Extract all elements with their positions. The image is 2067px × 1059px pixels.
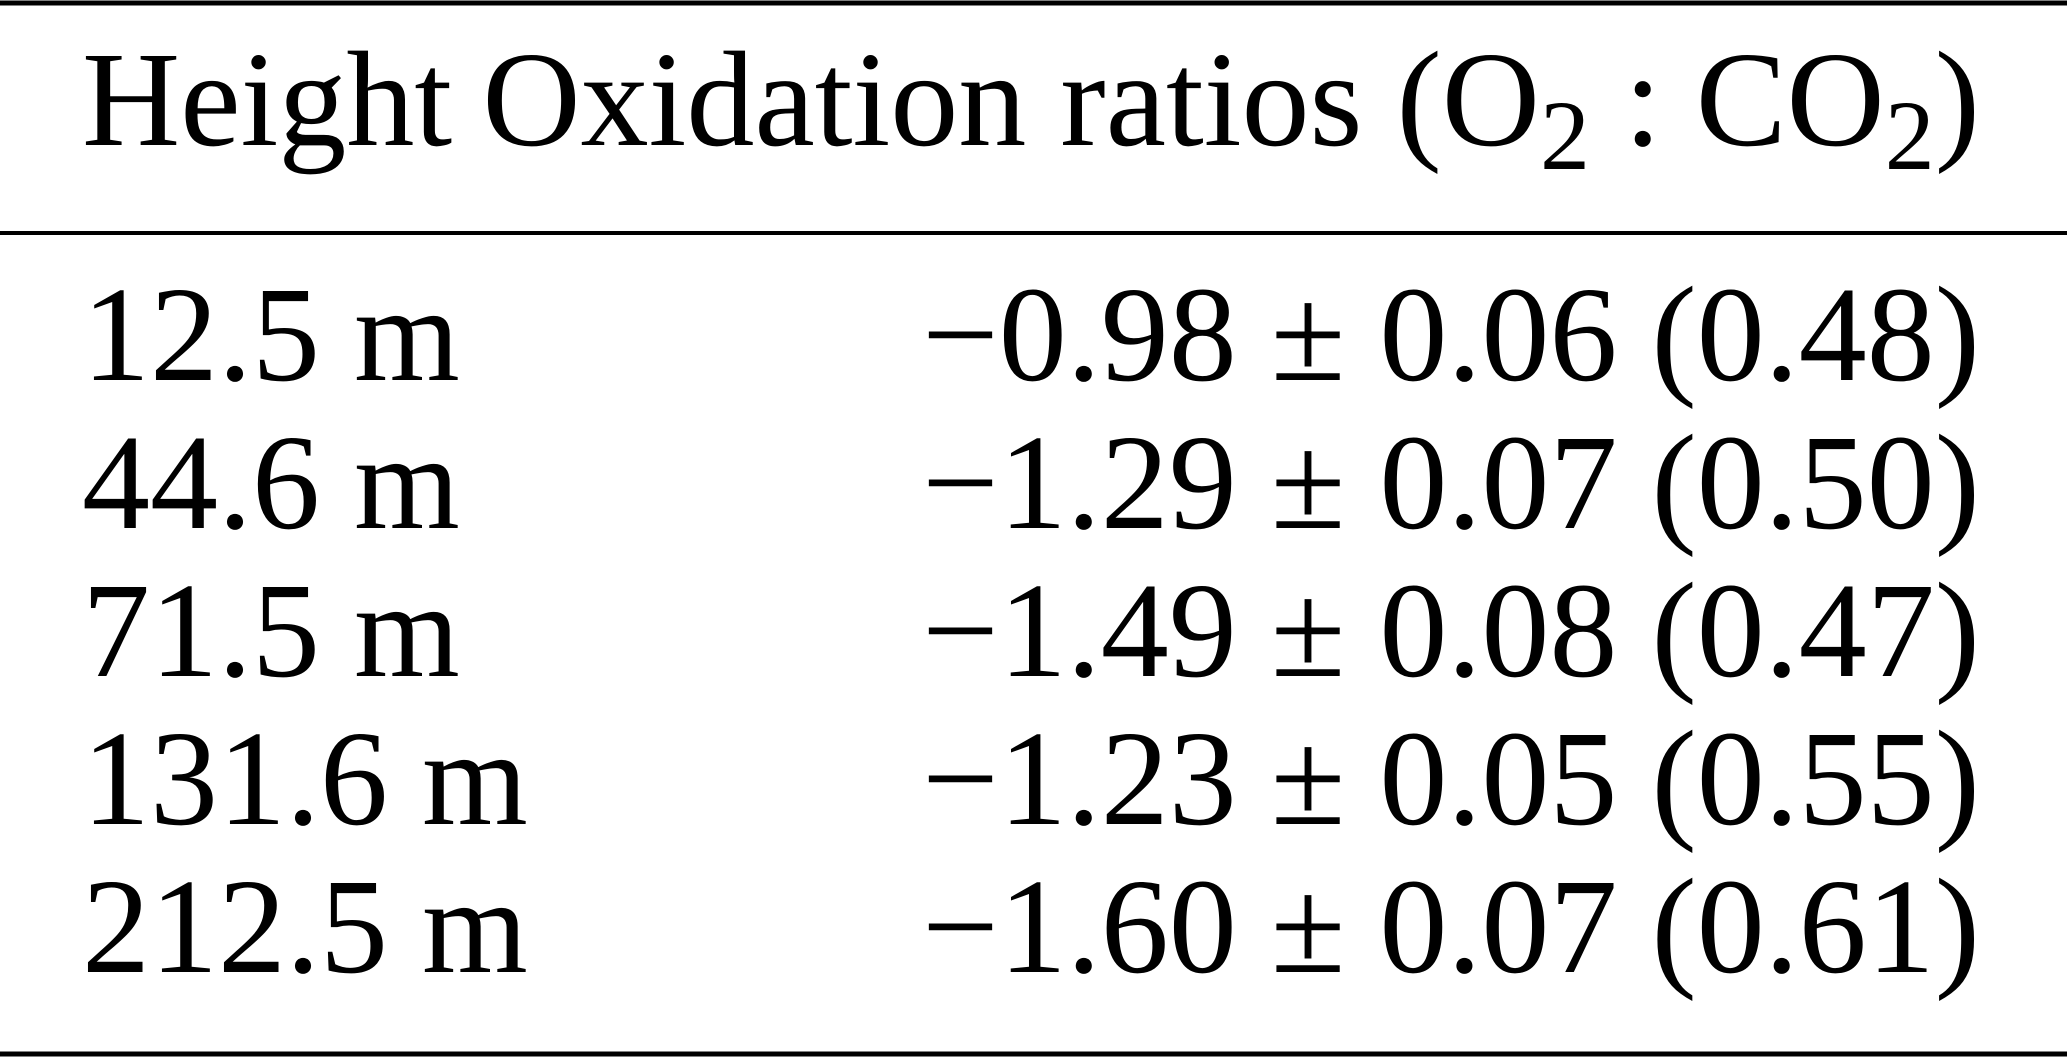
ratio-cell: −1.49 ± 0.08 (0.47) xyxy=(922,556,1980,706)
header-subscript: 2 xyxy=(1540,80,1590,191)
ratio-cell: −1.29 ± 0.07 (0.50) xyxy=(922,408,1980,558)
header-cell: Oxidation ratios (O2 : CO2) xyxy=(482,25,1980,191)
header-subscript: 2 xyxy=(1885,80,1935,191)
ratio-cell: −1.23 ± 0.05 (0.55) xyxy=(922,704,1980,854)
header-cell: Height xyxy=(82,25,452,175)
height-cell: 12.5 m xyxy=(82,260,460,410)
height-cell: 71.5 m xyxy=(82,556,460,706)
header-text: ) xyxy=(1935,25,1980,175)
height-cell: 212.5 m xyxy=(82,852,528,1002)
header-text: Oxidation ratios (O xyxy=(482,25,1540,175)
height-cell: 44.6 m xyxy=(82,408,460,558)
ratio-cell: −0.98 ± 0.06 (0.48) xyxy=(922,260,1980,410)
ratio-cell: −1.60 ± 0.07 (0.61) xyxy=(922,852,1980,1002)
header-text: : CO xyxy=(1590,25,1885,175)
height-cell: 131.6 m xyxy=(82,704,528,854)
